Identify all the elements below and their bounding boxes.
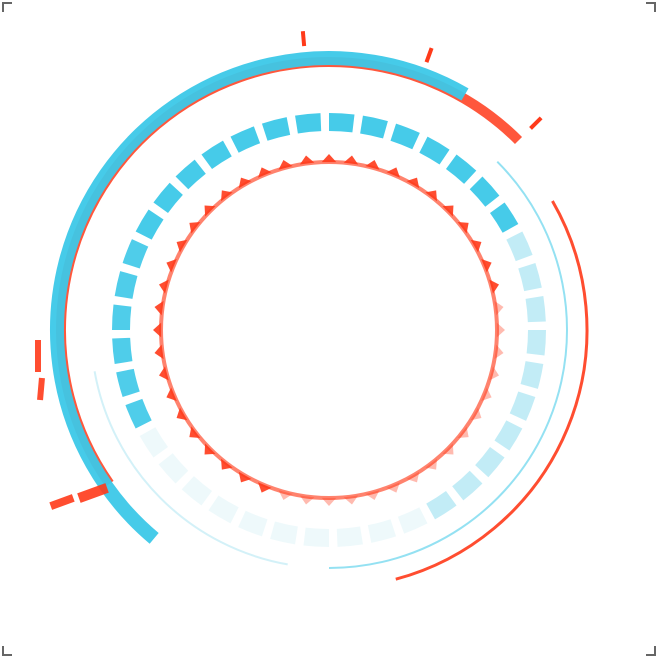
dashed-ring-segment — [131, 243, 140, 266]
dashed-ring-segment — [182, 167, 200, 183]
dashed-ring-segment — [423, 145, 444, 157]
dashed-ring-segment — [536, 330, 537, 354]
dashed-ring-segment — [458, 477, 476, 493]
dashed-ring-segment — [497, 208, 510, 229]
dashed-ring-segment — [401, 515, 423, 525]
dashed-ring-segment — [534, 297, 536, 321]
accent-dash — [77, 483, 109, 503]
dashed-ring-segment — [514, 236, 524, 258]
dashed-ring-segment — [125, 371, 131, 395]
inner-red-triangle — [322, 498, 337, 506]
dashed-ring-segment — [124, 274, 129, 298]
mid-thin-arc-2 — [95, 371, 288, 564]
dashed-ring-segment — [502, 424, 514, 445]
dashed-ring-segment — [296, 122, 320, 124]
inner-red-triangle — [205, 443, 216, 454]
corner-mark-top-left — [2, 2, 12, 12]
dashed-ring-segment — [213, 503, 234, 515]
dashed-ring-segment — [337, 535, 361, 537]
outer-tick-mark — [303, 31, 304, 46]
inner-red-circle — [161, 162, 497, 498]
dashed-ring-segment — [529, 363, 534, 387]
corner-mark-top-right — [646, 2, 656, 12]
dashed-ring-segment — [527, 266, 533, 290]
dashed-ring-segment — [482, 452, 498, 471]
inner-red-triangle — [205, 206, 216, 217]
inner-red-triangle — [153, 323, 161, 338]
dashed-ring-segment — [362, 125, 386, 130]
dashed-ring-segment — [242, 519, 265, 528]
dashed-ring-segment — [148, 432, 161, 453]
dashed-ring-segment — [476, 183, 492, 201]
inner-red-triangle — [497, 323, 505, 338]
dashed-ring-segment — [431, 498, 452, 511]
dashed-ring-segment — [518, 394, 527, 417]
dashed-ring-segment — [161, 189, 177, 208]
inner-red-triangle — [322, 154, 337, 162]
dashed-ring-segment — [134, 402, 144, 424]
inner-red-triangle — [442, 443, 453, 454]
dashed-ring-segment — [207, 149, 228, 162]
hud-rings-graphic — [0, 0, 658, 658]
dashed-ring-segment — [273, 530, 297, 535]
corner-mark-bottom-right — [646, 646, 656, 656]
accent-dash — [37, 378, 45, 400]
dashed-ring-segment — [265, 126, 289, 132]
accent-dash — [35, 340, 41, 372]
dashed-ring-segment — [188, 483, 207, 499]
outer-tick-mark — [426, 48, 431, 62]
outer-arc-red-shadow — [61, 62, 519, 484]
dashed-ring-segment — [235, 135, 257, 145]
dashed-ring-segment — [166, 459, 182, 477]
accent-dash — [49, 494, 74, 510]
dashed-ring-segment — [121, 338, 123, 362]
dashed-ring-segment — [329, 122, 353, 123]
dashed-ring-segment — [370, 528, 394, 534]
corner-mark-bottom-left — [2, 646, 12, 656]
dashed-ring-segment — [305, 537, 329, 538]
hud-svg — [0, 0, 658, 658]
outer-tick-mark — [531, 118, 542, 129]
dashed-ring-segment — [121, 306, 122, 330]
dashed-ring-segment — [393, 132, 416, 141]
dashed-ring-segment — [144, 214, 156, 235]
inner-red-triangle — [442, 206, 453, 217]
dashed-ring-segment — [451, 162, 470, 178]
